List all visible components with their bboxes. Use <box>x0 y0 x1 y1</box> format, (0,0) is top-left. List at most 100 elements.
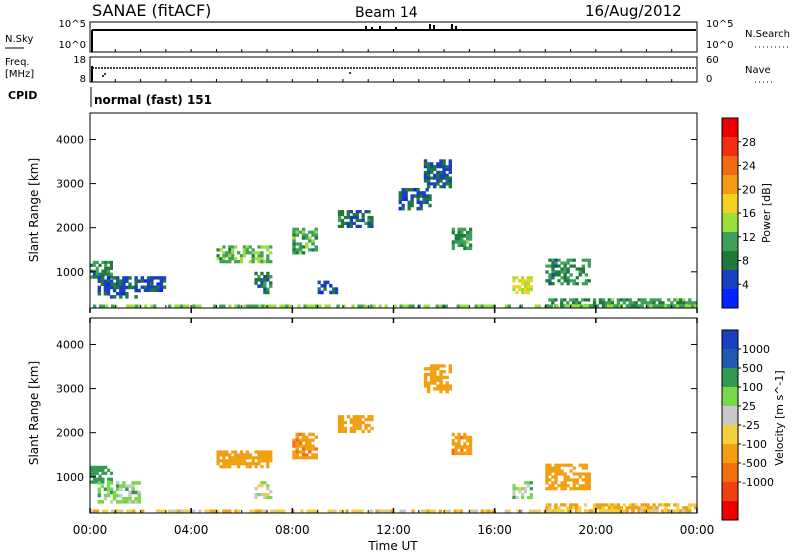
power-cell <box>523 290 528 295</box>
velocity-cell <box>551 475 555 479</box>
velocity-cell <box>613 503 617 507</box>
power-cell <box>483 304 487 309</box>
velocity-cell <box>673 509 677 514</box>
nsky-panel <box>89 21 698 53</box>
power-cell <box>355 213 359 217</box>
power-cell <box>425 200 429 205</box>
velocity-cell <box>411 509 415 514</box>
power-cell <box>466 246 470 251</box>
time-tick-label: 16:00 <box>477 523 512 537</box>
power-cell <box>636 304 641 309</box>
power-cell <box>266 260 270 264</box>
power-cell <box>231 248 235 252</box>
power-cell <box>104 266 108 270</box>
velocity-cell <box>548 506 552 510</box>
velocity-cell <box>639 509 644 514</box>
velocity-cell <box>339 509 343 514</box>
velocity-cell <box>225 509 229 514</box>
velocity-cell <box>469 448 473 452</box>
velocity-cell <box>358 415 362 419</box>
power-cell <box>349 221 353 225</box>
power-cell <box>228 260 232 264</box>
power-cell <box>567 304 572 309</box>
velocity-cell <box>228 465 232 469</box>
power-cell <box>652 301 656 305</box>
power-cell <box>691 304 695 309</box>
velocity-cell <box>436 384 440 388</box>
velocity-cell <box>381 509 385 514</box>
velocity-cell <box>248 462 252 466</box>
power-cell <box>222 245 226 249</box>
power-cell <box>518 285 522 289</box>
power-cell <box>346 215 350 220</box>
power-cell <box>426 173 431 177</box>
velocity-cell <box>557 506 561 510</box>
power-cell <box>616 298 620 302</box>
power-cell <box>292 227 296 231</box>
velocity-cell <box>436 367 440 371</box>
power-cell <box>679 301 683 305</box>
velocity-cell <box>634 503 638 507</box>
power-cell <box>150 282 154 286</box>
velocity-cell <box>358 426 362 430</box>
velocity-cell <box>551 487 555 491</box>
velocity-cell <box>131 500 135 504</box>
power-cell <box>257 245 261 249</box>
power-cell <box>337 210 342 214</box>
velocity-cell <box>587 481 591 485</box>
velocity-cell <box>529 487 533 491</box>
freq-left-tick-bottom: 8 <box>80 74 86 85</box>
velocity-cell <box>436 387 440 391</box>
power-cell <box>465 304 469 309</box>
power-cell <box>314 245 318 249</box>
velocity-cell <box>572 472 576 476</box>
power-cell <box>445 165 449 169</box>
velocity-cell <box>358 420 362 425</box>
velocity-cell <box>134 490 138 495</box>
power-cell <box>658 298 662 302</box>
velocity-cell <box>116 493 120 498</box>
velocity-cell <box>305 447 309 451</box>
power-cell <box>125 276 129 280</box>
velocity-cell <box>685 509 689 513</box>
power-cell <box>423 304 427 309</box>
velocity-cell <box>507 509 511 514</box>
power-cell <box>335 290 339 295</box>
velocity-y-axis-label: Slant Range [km] <box>27 361 41 465</box>
power-cell <box>122 288 126 293</box>
velocity-cell <box>545 463 549 467</box>
velocity-cell <box>469 439 473 443</box>
velocity-cell <box>436 375 440 379</box>
velocity-cell <box>471 509 475 514</box>
power-cell <box>454 234 458 238</box>
velocity-cell <box>567 509 572 514</box>
velocity-cell <box>269 456 273 460</box>
power-cell <box>159 282 164 286</box>
velocity-cell <box>634 506 638 510</box>
velocity-cell <box>225 450 229 454</box>
velocity-cell <box>137 493 141 498</box>
power-cell <box>663 304 668 309</box>
velocity-cell <box>192 509 196 514</box>
velocity-cell <box>628 503 632 507</box>
power-cell <box>584 258 588 262</box>
power-cell <box>628 301 632 305</box>
velocity-cell <box>343 420 348 425</box>
velocity-cell <box>595 503 600 507</box>
power-cell <box>340 221 345 225</box>
power-cell <box>688 301 692 305</box>
velocity-cell <box>314 456 318 460</box>
velocity-cell <box>106 481 111 485</box>
velocity-cell <box>578 475 582 479</box>
power-cell <box>320 284 324 288</box>
power-cell <box>295 248 299 252</box>
power-cell <box>551 258 555 262</box>
velocity-cell <box>651 509 656 514</box>
power-cell <box>628 298 632 302</box>
power-cell <box>546 304 551 309</box>
power-cell <box>521 288 525 292</box>
velocity-cell <box>598 509 603 513</box>
velocity-cell <box>340 426 345 430</box>
power-cell <box>604 301 609 305</box>
power-cell <box>512 279 516 283</box>
